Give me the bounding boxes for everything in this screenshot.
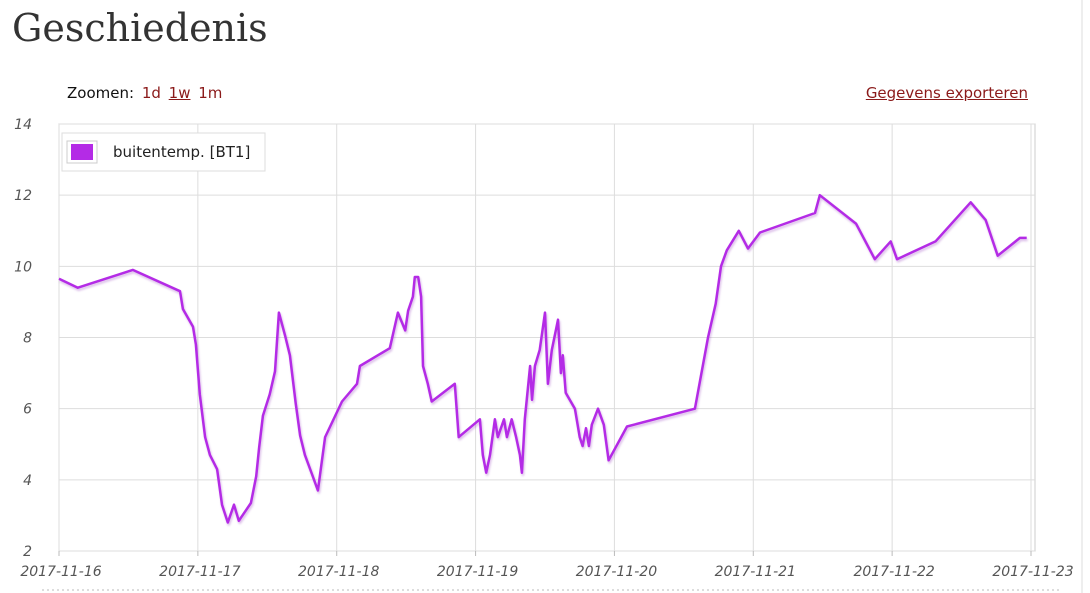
export-link[interactable]: Gegevens exporteren xyxy=(865,84,1028,102)
x-tick-label: 2017-11-20 xyxy=(576,564,657,580)
x-tick-label: 2017-11-22 xyxy=(853,564,934,580)
zoom-option[interactable]: 1w xyxy=(168,84,191,102)
legend-label: buitentemp. [BT1] xyxy=(113,143,250,161)
y-tick-label: 4 xyxy=(23,473,32,489)
x-tick-label: 2017-11-17 xyxy=(159,564,240,580)
zoom-option[interactable]: 1m xyxy=(198,84,223,102)
zoom-label: Zoomen: xyxy=(67,84,135,102)
y-tick-label: 14 xyxy=(14,117,32,133)
zoom-bar: Zoomen: 1d 1w 1m xyxy=(67,84,222,102)
y-tick-label: 10 xyxy=(14,259,32,275)
series-line xyxy=(58,193,1027,524)
x-tick-label: 2017-11-16 xyxy=(20,564,101,580)
y-tick-label: 8 xyxy=(23,331,32,347)
x-tick-label: 2017-11-18 xyxy=(298,564,379,580)
zoom-option[interactable]: 1d xyxy=(141,84,161,102)
x-tick-label: 2017-11-21 xyxy=(715,564,796,580)
x-tick-label: 2017-11-19 xyxy=(437,564,518,580)
page-title: Geschiedenis xyxy=(12,6,268,50)
y-tick-label: 6 xyxy=(23,402,32,418)
y-tick-label: 12 xyxy=(14,188,32,204)
legend-swatch xyxy=(71,144,93,160)
y-tick-label: 2 xyxy=(23,544,32,560)
x-tick-label: 2017-11-23 xyxy=(992,564,1073,580)
